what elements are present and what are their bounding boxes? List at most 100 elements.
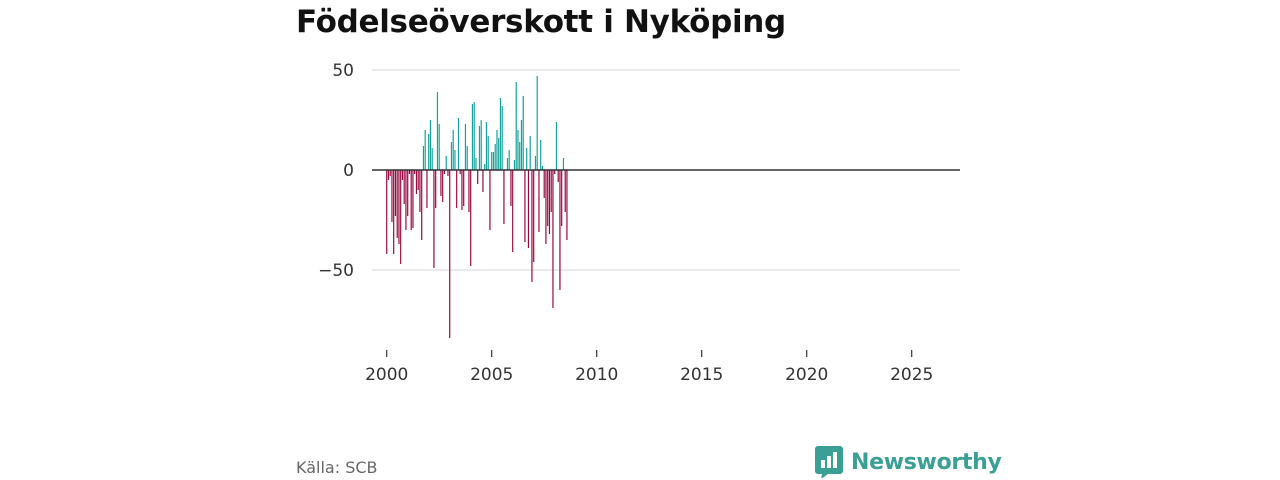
- bar: [401, 170, 404, 180]
- bar: [428, 134, 430, 170]
- bar: [527, 170, 530, 248]
- bar: [394, 170, 397, 216]
- bar: [408, 170, 411, 174]
- bar: [407, 170, 409, 216]
- bar: [489, 170, 491, 230]
- bar: [417, 170, 419, 190]
- bar: [515, 82, 517, 170]
- source-label: Källa: SCB: [296, 458, 378, 477]
- x-tick-label: 2020: [785, 365, 828, 385]
- bar: [419, 170, 421, 212]
- bar: [450, 142, 453, 170]
- bar: [471, 104, 474, 170]
- bar: [540, 140, 542, 170]
- bar: [506, 158, 509, 170]
- bar: [508, 150, 510, 170]
- bar: [487, 136, 489, 170]
- x-tick-label: 2000: [365, 365, 408, 385]
- bar: [485, 122, 488, 170]
- bar: [405, 170, 407, 230]
- bar: [482, 170, 484, 192]
- bar: [480, 120, 482, 170]
- bar: [533, 170, 535, 262]
- bar: [457, 118, 460, 170]
- bar: [554, 170, 556, 174]
- bar: [389, 170, 391, 176]
- bar: [438, 124, 440, 170]
- bar: [463, 170, 465, 206]
- bar: [519, 142, 521, 170]
- bar: [429, 120, 432, 170]
- bar: [435, 170, 437, 208]
- bar: [391, 170, 393, 222]
- bar: [470, 170, 472, 266]
- bar: [496, 130, 498, 170]
- newsworthy-logo-icon: [815, 446, 843, 478]
- bar: [468, 170, 470, 212]
- bar: [566, 170, 568, 240]
- y-tick-label: 50: [332, 61, 354, 81]
- bar: [393, 170, 395, 254]
- y-tick-label: 0: [343, 161, 354, 181]
- bar: [547, 170, 549, 226]
- bars: [386, 76, 568, 338]
- bar: [447, 170, 449, 176]
- bar: [386, 170, 388, 254]
- y-tick-label: −50: [318, 261, 354, 281]
- bar: [396, 170, 398, 238]
- bar: [442, 170, 444, 202]
- bar: [562, 158, 565, 170]
- bar: [403, 170, 405, 204]
- bar: [422, 146, 425, 170]
- bar: [466, 146, 468, 170]
- gridlines: [372, 69, 960, 271]
- bar: [538, 170, 540, 232]
- bar: [412, 170, 414, 228]
- bar: [541, 166, 544, 170]
- newsworthy-logo[interactable]: Newsworthy: [815, 446, 1002, 478]
- bar: [499, 98, 502, 170]
- y-axis: 50 0 −50: [318, 61, 354, 281]
- bar: [557, 170, 559, 182]
- x-tick-label: 2005: [470, 365, 513, 385]
- bar: [478, 126, 481, 170]
- bar: [464, 124, 467, 170]
- bar: [440, 170, 442, 196]
- x-axis: 2000 2005 2010 2015 2020 2025: [365, 350, 933, 385]
- bar: [529, 136, 531, 170]
- bar: [443, 170, 446, 174]
- bar: [426, 170, 428, 208]
- bar: [526, 148, 528, 170]
- bar: [543, 170, 545, 198]
- bar: [398, 170, 400, 244]
- bar: [510, 170, 512, 206]
- bar: [431, 148, 433, 170]
- chart: 50 0 −50 2000 2005 2010 2015 2020 2025: [318, 61, 960, 385]
- bar: [421, 170, 423, 240]
- bar: [536, 76, 538, 170]
- bar: [498, 138, 500, 170]
- bar: [520, 120, 523, 170]
- bar: [552, 170, 554, 308]
- x-tick-label: 2025: [890, 365, 933, 385]
- bar: [534, 156, 537, 170]
- x-tick-label: 2010: [575, 365, 618, 385]
- bar: [513, 160, 516, 170]
- bar: [449, 170, 451, 338]
- bar: [433, 170, 435, 268]
- bar: [548, 170, 551, 234]
- bar: [491, 152, 493, 170]
- bar: [517, 130, 519, 170]
- bar: [531, 170, 533, 282]
- bar: [414, 170, 416, 174]
- bar: [452, 130, 454, 170]
- bar: [545, 170, 547, 244]
- bar: [475, 158, 477, 170]
- bar: [555, 122, 558, 170]
- bar: [564, 170, 566, 212]
- bar: [550, 170, 552, 212]
- bar: [492, 152, 495, 170]
- bar: [503, 170, 505, 224]
- bar: [524, 170, 526, 242]
- bar: [494, 144, 496, 170]
